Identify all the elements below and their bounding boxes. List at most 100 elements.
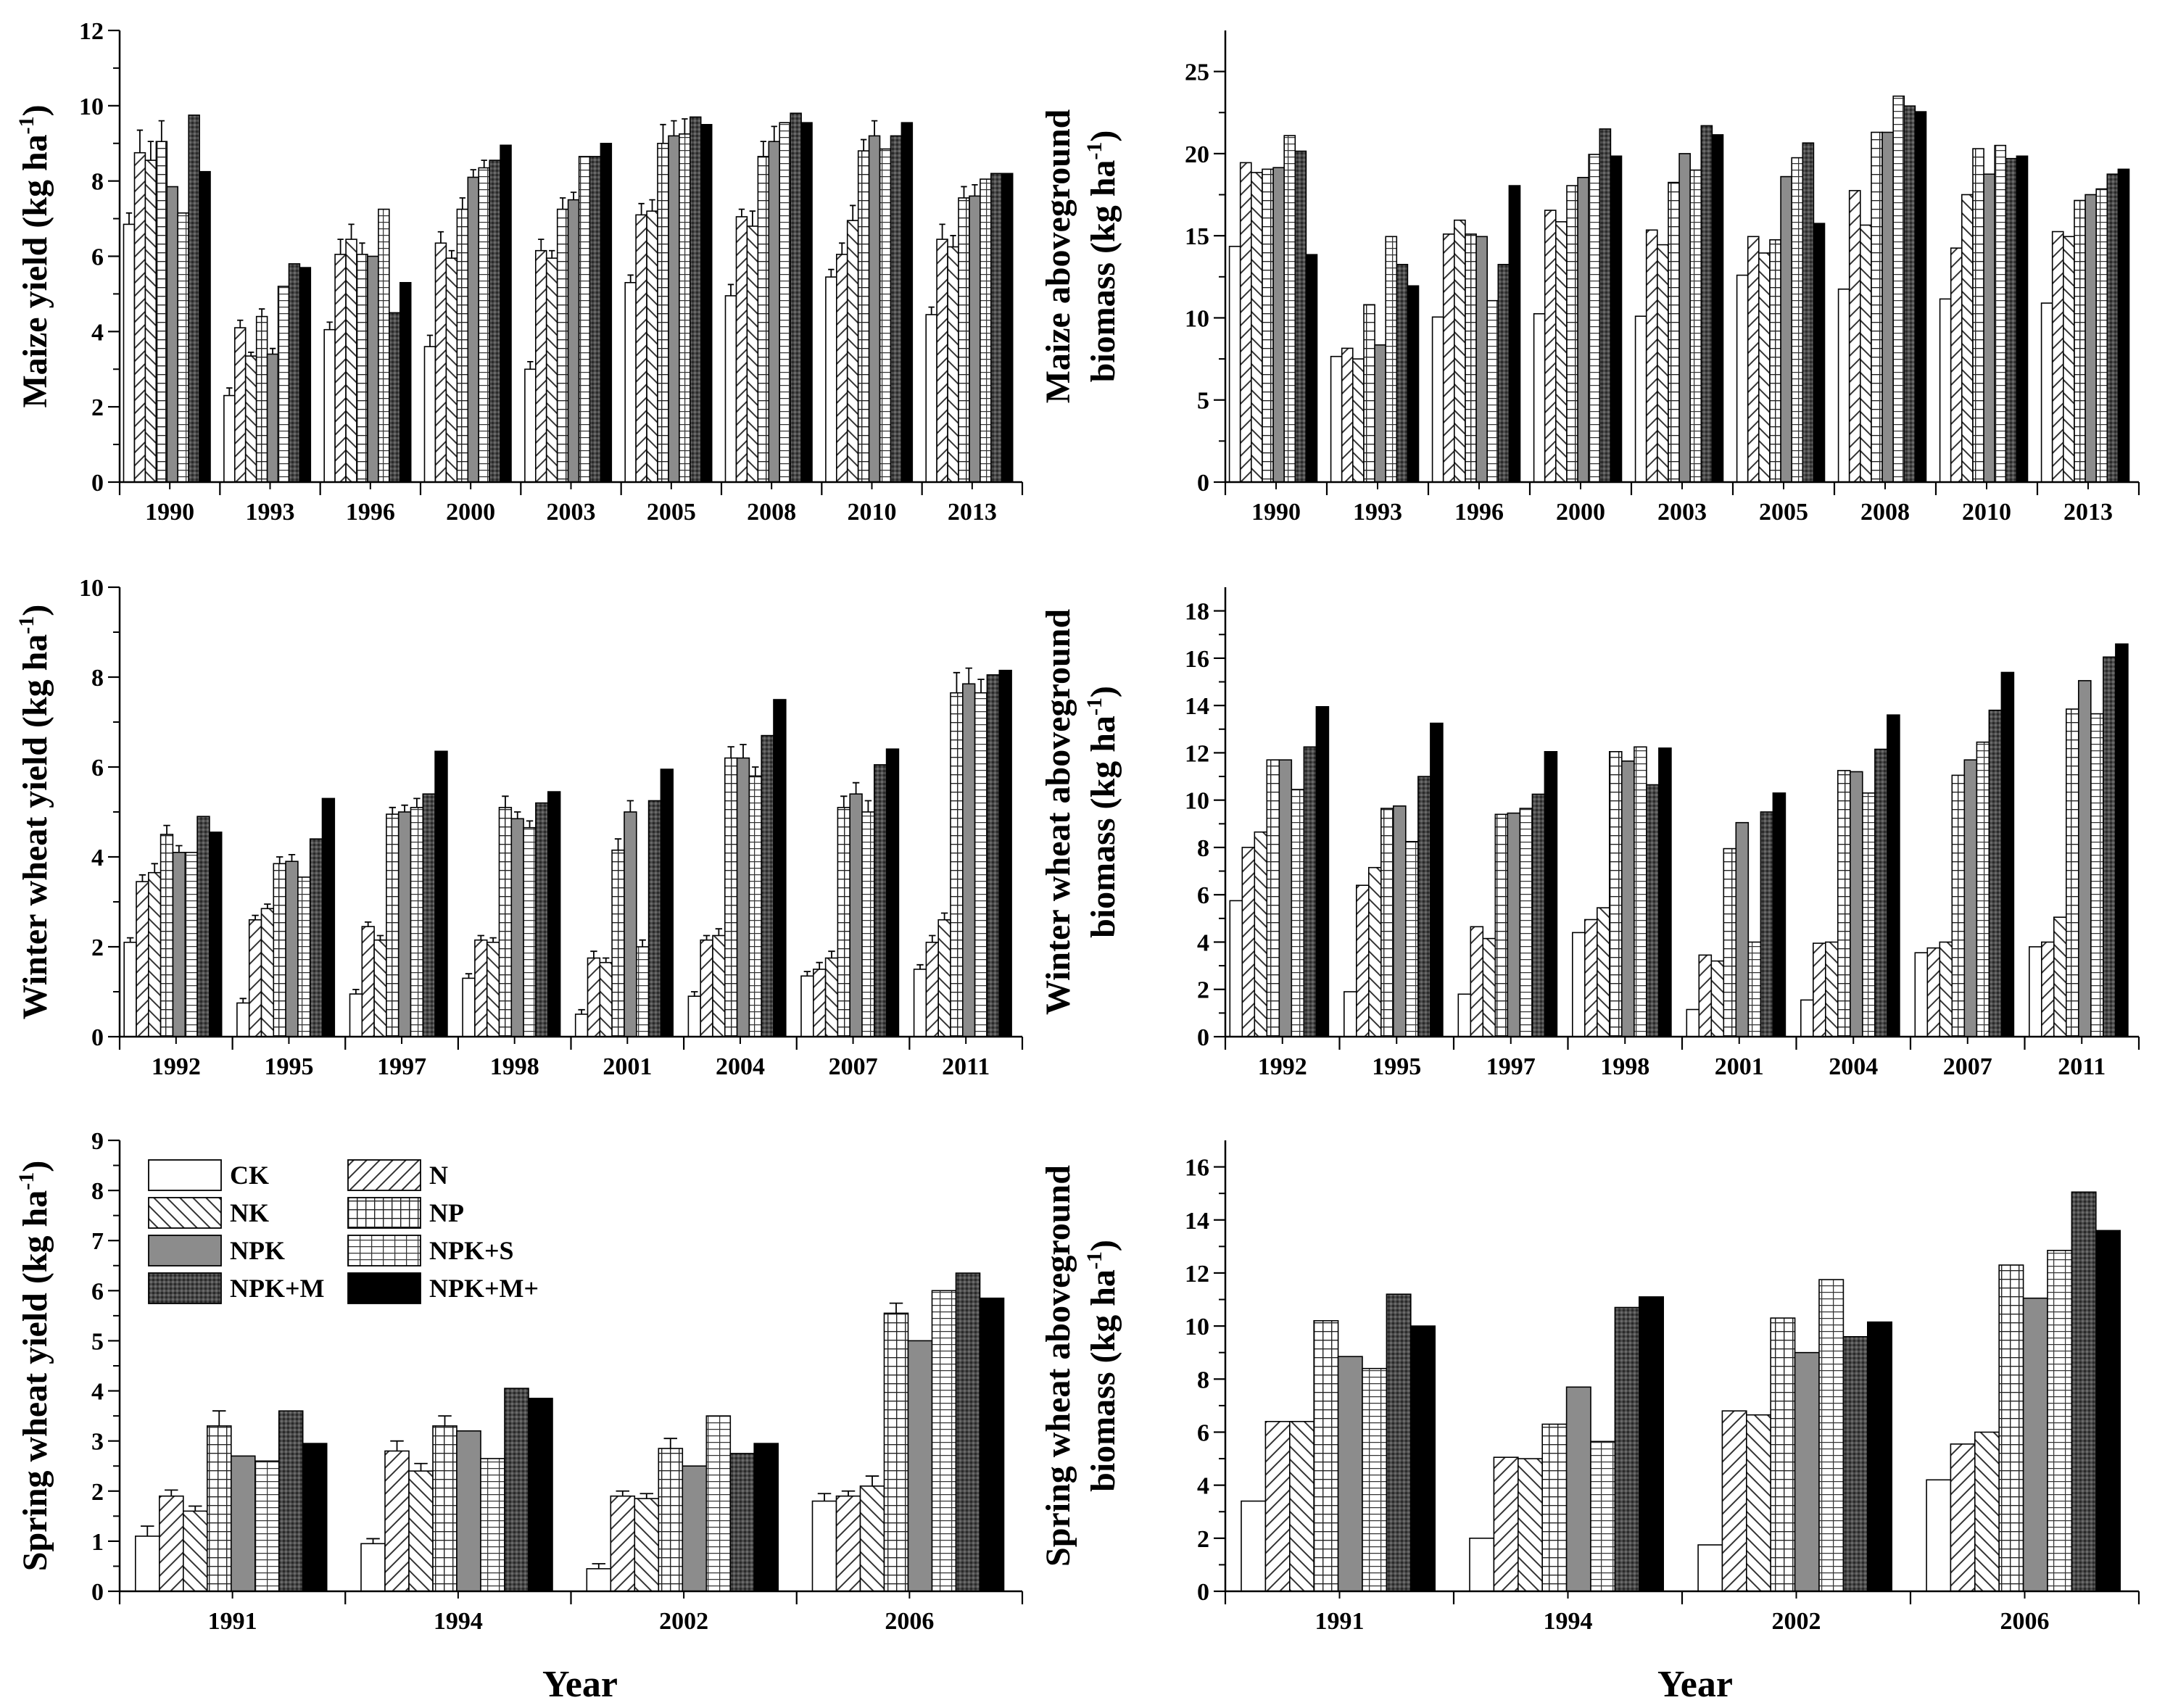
bar-spring-wheat-yield-2002-N: [610, 1495, 636, 1592]
x-tick-label: 2000: [446, 499, 495, 526]
y-axis-title-text: Maize yield (kg ha: [16, 134, 54, 407]
x-tick-label: 2003: [547, 499, 596, 526]
bar-winter-wheat-biomass-2011-NPK+M: [2103, 656, 2116, 1037]
y-axis-title-close: ): [16, 605, 54, 616]
bar-maize-biomass-1996-NP: [1465, 233, 1477, 483]
x-tick-label: 2013: [2063, 499, 2113, 526]
error-bar-maize-yield-1996-NK: [348, 223, 355, 240]
x-tick-label: 2002: [659, 1608, 708, 1635]
bar-spring-wheat-biomass-1991-CK: [1241, 1500, 1267, 1592]
x-tick-label: 1996: [1454, 499, 1504, 526]
x-tick-label: 2002: [1772, 1608, 1821, 1635]
bar-maize-biomass-2000-NP: [1566, 185, 1578, 483]
x-tick-label: 1995: [1372, 1053, 1421, 1080]
bar-maize-yield-1996-NPK+M: [388, 312, 401, 483]
error-bar-winter-wheat-yield-2004-NP: [727, 746, 734, 758]
bar-maize-biomass-2013-NPK+S: [2095, 188, 2108, 483]
x-tick-label: 2006: [2000, 1608, 2050, 1635]
bar-spring-wheat-yield-1991-NPK: [230, 1455, 256, 1592]
legend-swatch-NPK: [148, 1235, 222, 1267]
bar-winter-wheat-yield-1997-NPK+S: [410, 807, 424, 1037]
bar-maize-biomass-1990-NPK+M+: [1305, 254, 1318, 483]
bar-winter-wheat-yield-2001-CK: [574, 1013, 589, 1037]
bar-winter-wheat-yield-2001-N: [587, 957, 601, 1037]
bar-maize-biomass-2000-NK: [1555, 221, 1568, 483]
x-tick-label: 1993: [1353, 499, 1402, 526]
bar-maize-yield-2000-CK: [423, 346, 436, 483]
bar-maize-yield-2005-NPK+S: [679, 133, 691, 483]
bar-winter-wheat-biomass-1995-N: [1356, 884, 1370, 1037]
bar-winter-wheat-yield-1997-NK: [373, 939, 387, 1037]
y-tick-label: 4: [91, 845, 104, 871]
y-tick-label: 8: [91, 1178, 104, 1205]
y-tick-label: 9: [91, 1128, 104, 1155]
error-bar-winter-wheat-yield-1995-NP: [276, 856, 283, 864]
bar-maize-biomass-2003-NPK+M+: [1711, 134, 1724, 483]
bar-maize-biomass-2013-NPK+M: [2106, 173, 2119, 483]
x-axis-title-right: Year: [1657, 1664, 1733, 1705]
y-tick-label: 2: [91, 394, 104, 421]
bar-maize-biomass-2005-NPK+M+: [1813, 223, 1826, 483]
bar-spring-wheat-biomass-2006-NPK: [2022, 1297, 2048, 1592]
bar-winter-wheat-biomass-2007-NPK+S: [1976, 741, 1990, 1037]
bar-winter-wheat-biomass-1992-NK: [1254, 831, 1268, 1037]
bar-maize-yield-2013-NPK+M: [990, 173, 1003, 483]
bar-winter-wheat-biomass-2004-N: [1813, 942, 1826, 1037]
bar-maize-biomass-2008-NPK+M: [1903, 105, 1916, 483]
error-bar-maize-yield-2010-N: [839, 242, 845, 254]
bar-maize-yield-2013-NPK+S: [980, 178, 992, 483]
bar-winter-wheat-yield-2011-NPK+S: [974, 692, 988, 1037]
x-tick-label: 1991: [208, 1608, 257, 1635]
bar-spring-wheat-biomass-2006-NPK+M+: [2095, 1230, 2121, 1592]
error-bar-winter-wheat-yield-1992-N: [138, 874, 146, 882]
bar-maize-yield-1996-NPK+S: [378, 208, 390, 483]
error-bar-maize-yield-1993-CK: [226, 387, 233, 396]
y-axis-title-sup: -1: [1082, 142, 1106, 160]
bar-maize-yield-2013-NP: [958, 197, 970, 483]
bar-winter-wheat-biomass-1995-NP: [1380, 808, 1394, 1037]
bar-maize-biomass-2010-NPK+M+: [2016, 155, 2029, 483]
y-axis-title-text: Winter wheat yield (kg ha: [16, 634, 54, 1020]
bar-spring-wheat-yield-2002-NK: [634, 1498, 660, 1592]
bar-spring-wheat-biomass-2002-NK: [1746, 1414, 1772, 1592]
bar-spring-wheat-biomass-1991-NP: [1313, 1320, 1339, 1592]
bar-maize-biomass-2008-N: [1848, 190, 1861, 483]
bar-maize-biomass-1990-NK: [1251, 172, 1263, 483]
bar-spring-wheat-biomass-1991-NPK+M: [1386, 1293, 1412, 1592]
bar-winter-wheat-yield-1995-NPK+M: [309, 838, 323, 1037]
bar-winter-wheat-biomass-1997-NPK: [1507, 812, 1521, 1037]
bar-winter-wheat-biomass-1997-NPK+M+: [1544, 751, 1558, 1037]
bar-maize-yield-1990-NK: [144, 159, 157, 483]
y-tick-label: 4: [91, 319, 104, 346]
error-bar-winter-wheat-yield-1998-NP: [502, 795, 509, 808]
bar-maize-biomass-2003-N: [1645, 229, 1658, 483]
error-bar-maize-yield-2010-CK: [828, 268, 835, 278]
y-tick-label: 6: [91, 755, 104, 782]
x-tick-label: 1995: [264, 1053, 313, 1080]
bar-maize-biomass-1990-NPK: [1272, 167, 1285, 483]
error-bar-winter-wheat-yield-1998-CK: [465, 973, 473, 979]
error-bar-spring-wheat-yield-2002-N: [616, 1490, 630, 1496]
bar-winter-wheat-yield-1998-NPK+M: [535, 802, 549, 1037]
bar-winter-wheat-yield-2011-NPK: [962, 683, 976, 1037]
bar-winter-wheat-yield-2004-NP: [724, 757, 738, 1037]
bar-winter-wheat-biomass-2011-NPK+M+: [2115, 643, 2129, 1037]
x-tick-label: 2008: [747, 499, 796, 526]
bar-maize-yield-2008-NPK: [768, 141, 781, 483]
x-tick-label: 1993: [246, 499, 295, 526]
bar-maize-biomass-1996-N: [1442, 233, 1455, 483]
bar-maize-yield-2008-CK: [724, 295, 737, 483]
y-tick-label: 6: [91, 1278, 104, 1305]
error-bar-winter-wheat-yield-2004-N: [703, 934, 711, 940]
bar-winter-wheat-biomass-1998-NK: [1597, 907, 1610, 1037]
bar-maize-yield-1990-NPK: [166, 186, 179, 483]
bar-winter-wheat-yield-2007-N: [813, 969, 827, 1037]
error-bar-winter-wheat-yield-2007-NPK+S: [864, 800, 872, 812]
bar-spring-wheat-yield-2006-NPK: [907, 1340, 933, 1592]
bar-spring-wheat-yield-2006-N: [835, 1495, 861, 1592]
bar-maize-biomass-1990-NPK+S: [1283, 135, 1296, 483]
bar-maize-biomass-2008-CK: [1837, 288, 1850, 483]
bar-winter-wheat-biomass-1995-NPK+M+: [1430, 722, 1444, 1037]
bar-winter-wheat-yield-2004-CK: [687, 995, 702, 1037]
error-bar-spring-wheat-yield-1994-CK: [366, 1538, 380, 1544]
